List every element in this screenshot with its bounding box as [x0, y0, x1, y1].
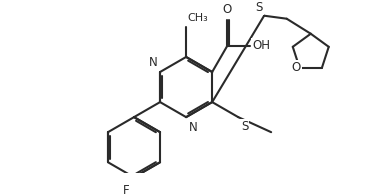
Text: OH: OH — [252, 39, 270, 53]
Text: S: S — [241, 120, 248, 133]
Text: O: O — [291, 61, 301, 74]
Text: CH₃: CH₃ — [188, 13, 208, 23]
Text: F: F — [123, 184, 130, 196]
Text: N: N — [189, 121, 198, 134]
Text: S: S — [255, 1, 262, 14]
Text: N: N — [149, 55, 157, 69]
Text: O: O — [223, 3, 232, 16]
